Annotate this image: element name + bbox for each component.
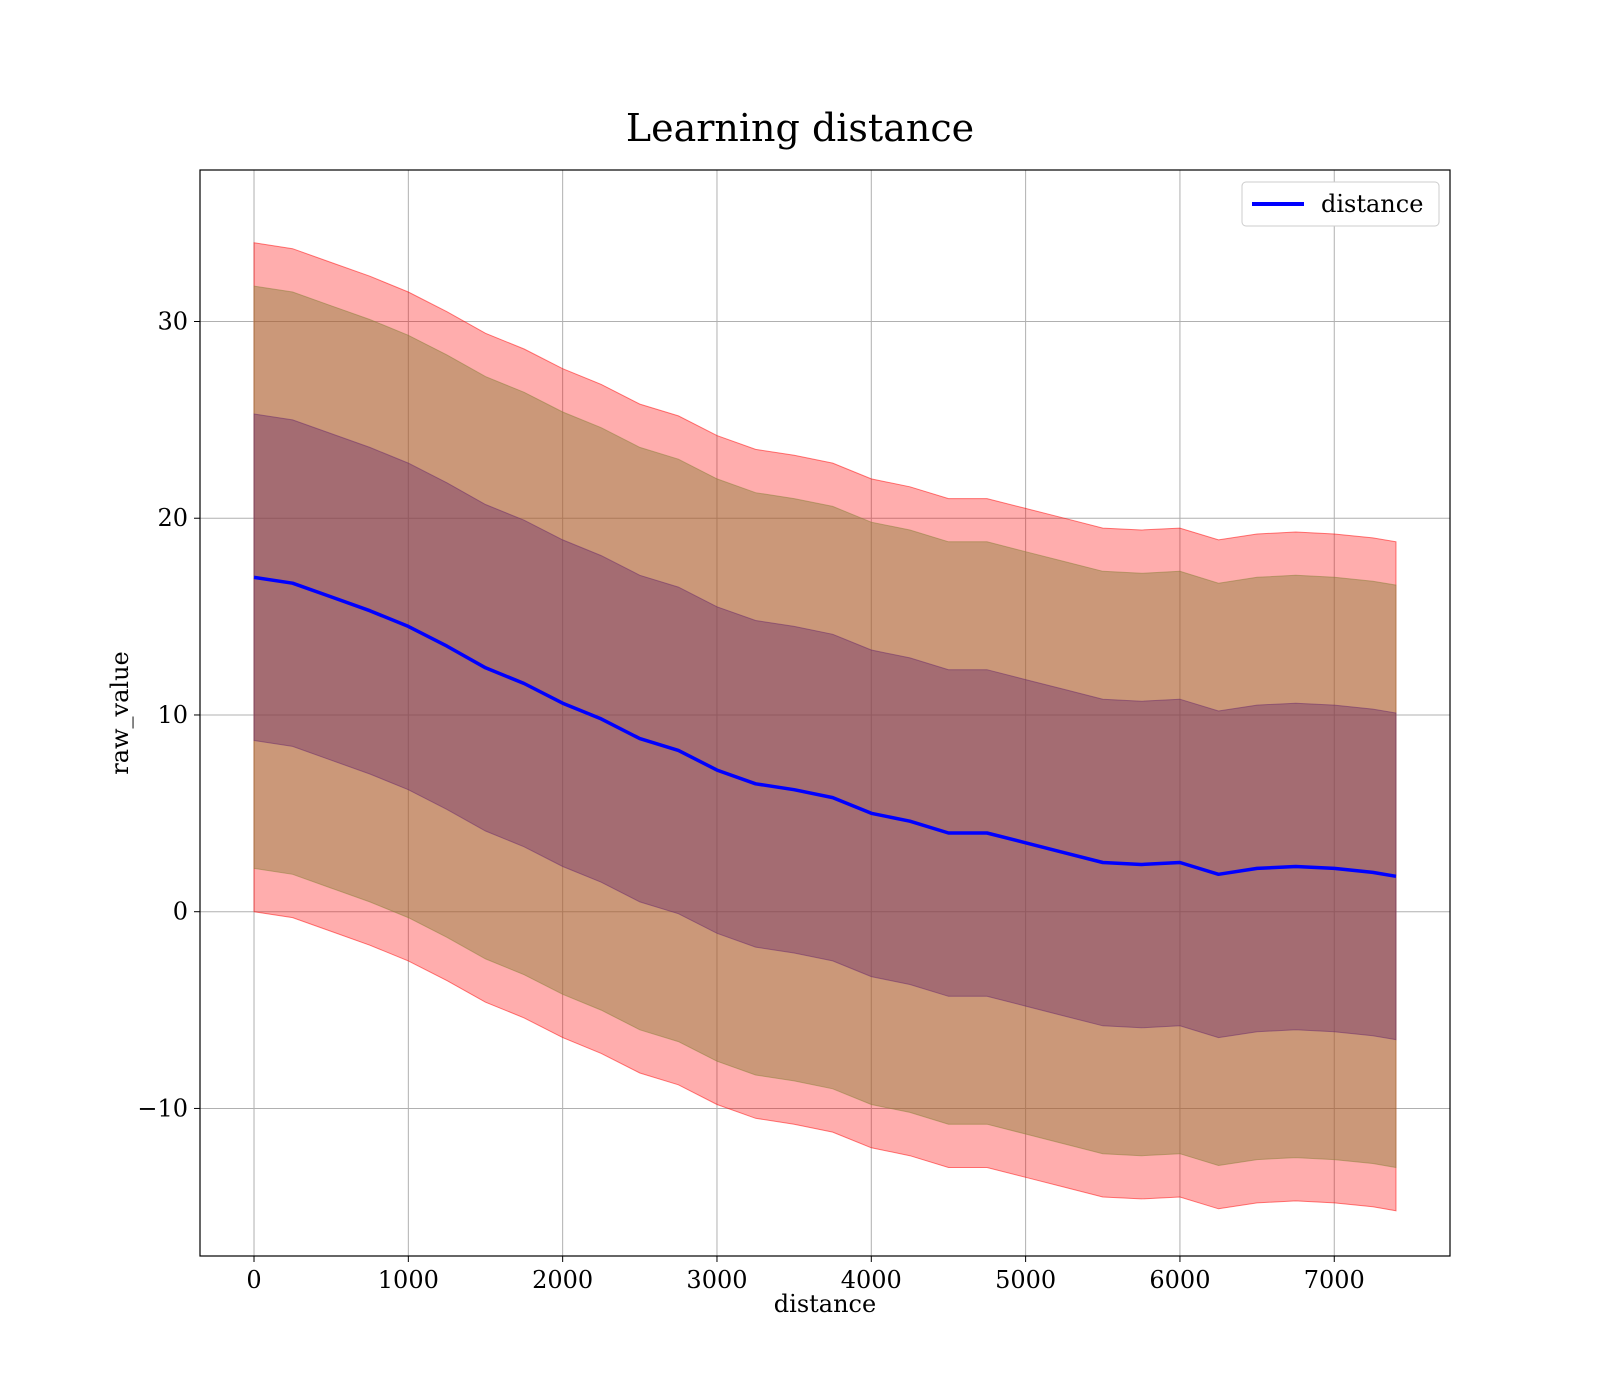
x-axis-label: distance xyxy=(774,1290,876,1318)
legend-entry-distance: distance xyxy=(1321,190,1423,218)
x-tick-label-2: 2000 xyxy=(532,1266,593,1294)
confidence-bands xyxy=(253,242,1397,1212)
x-tick-label-6: 6000 xyxy=(1149,1266,1210,1294)
y-tick-label-2: 10 xyxy=(157,701,188,729)
x-tick-label-7: 7000 xyxy=(1304,1266,1365,1294)
y-tick-label-3: 20 xyxy=(157,504,188,532)
x-tick-label-5: 5000 xyxy=(995,1266,1056,1294)
grid-lines xyxy=(200,170,1450,1256)
x-tick-label-4: 4000 xyxy=(841,1266,902,1294)
series-lines xyxy=(253,575,1397,879)
band-outer xyxy=(253,242,1397,1212)
y-tick-label-4: 30 xyxy=(157,307,188,335)
x-tick-label-1: 1000 xyxy=(378,1266,439,1294)
x-axis-ticks: 0 1000 2000 3000 4000 5000 6000 7000 xyxy=(246,1256,1365,1294)
chart-title: Learning distance xyxy=(626,106,974,150)
legend-box xyxy=(1241,181,1440,227)
series-line-distance xyxy=(253,575,1397,879)
x-tick-label-0: 0 xyxy=(246,1266,261,1294)
y-axis-ticks: −10 0 10 20 30 xyxy=(137,307,200,1122)
y-tick-label-1: 0 xyxy=(173,898,188,926)
y-axis-label: raw_value xyxy=(106,651,134,775)
band-inner xyxy=(253,413,1397,1041)
plot-area xyxy=(199,169,1451,1257)
x-tick-label-3: 3000 xyxy=(686,1266,747,1294)
legend: distance xyxy=(1241,181,1440,227)
plot-frame xyxy=(199,169,1451,1257)
y-tick-label-0: −10 xyxy=(137,1094,188,1122)
band-middle xyxy=(253,285,1397,1169)
